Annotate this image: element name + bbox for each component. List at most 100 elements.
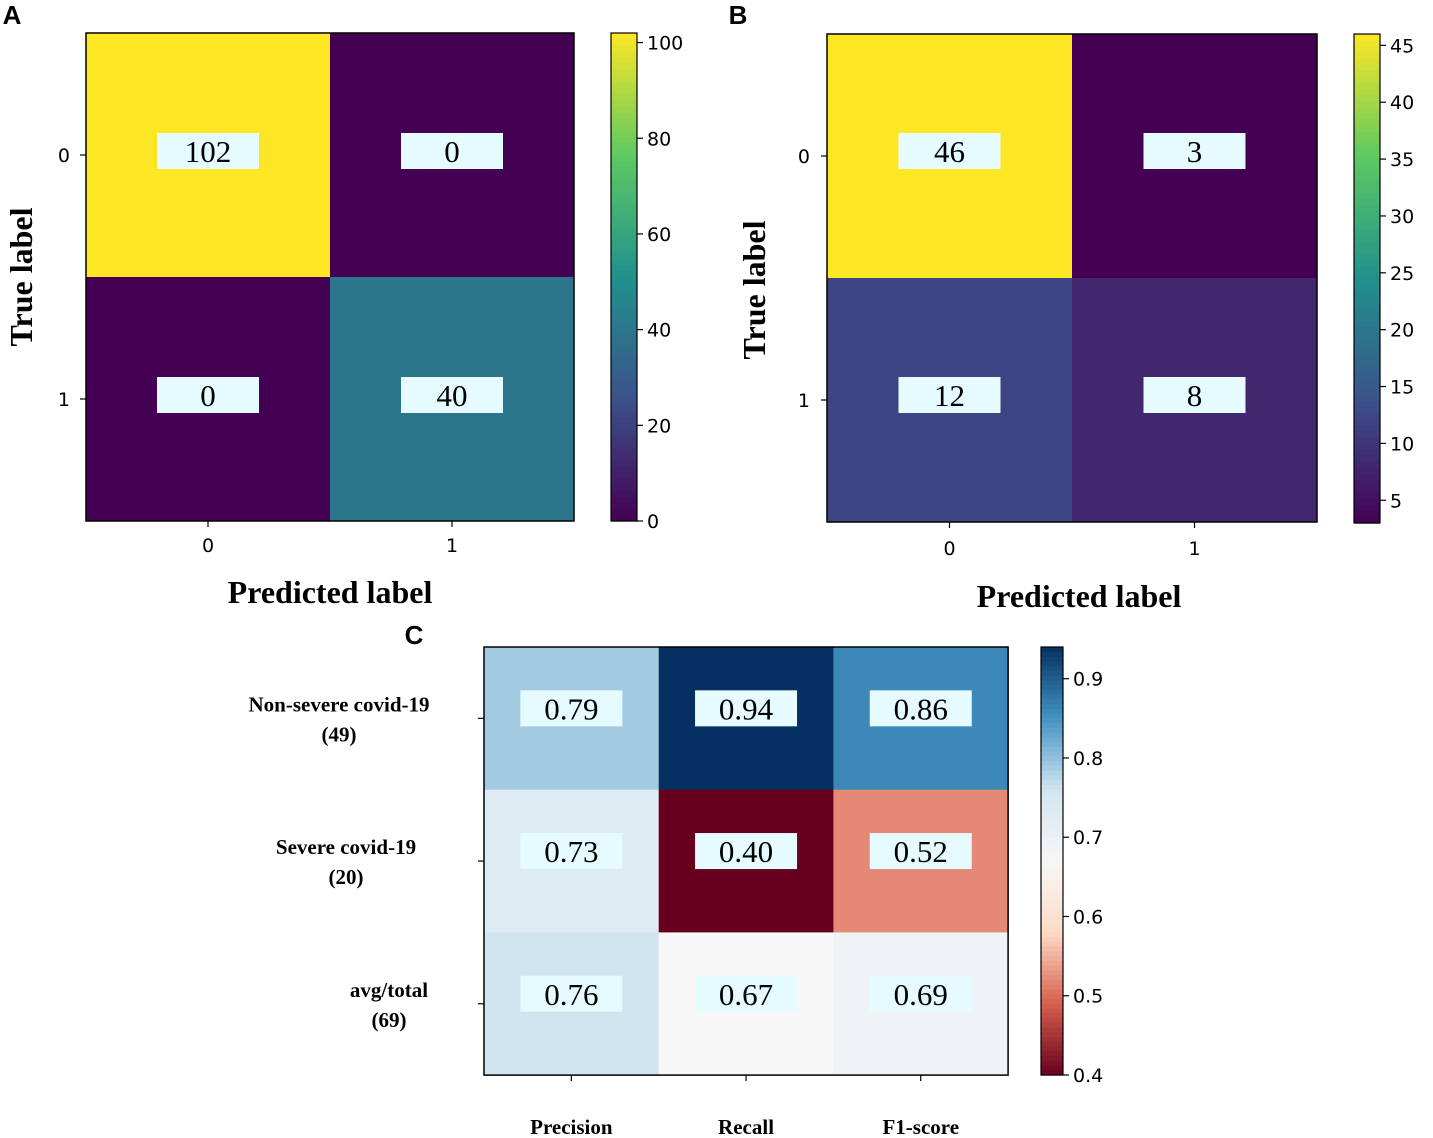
colorbar-segment — [611, 124, 637, 132]
colorbar-segment — [611, 338, 637, 345]
colorbar-segment — [611, 423, 637, 431]
colorbar-segment — [611, 441, 637, 449]
colorbar-segment — [1041, 975, 1063, 981]
colorbar-segment — [611, 435, 637, 443]
colorbar-segment — [1354, 235, 1380, 243]
colorbar-segment — [1354, 101, 1380, 108]
y-tick-label: 1 — [58, 389, 70, 411]
colorbar-segment — [1041, 822, 1063, 829]
colorbar-segment — [1041, 1022, 1063, 1029]
colorbar-segment — [1354, 211, 1380, 218]
colorbar-segment — [611, 246, 637, 254]
colorbar-segment — [1041, 704, 1063, 710]
colorbar-segment — [611, 100, 637, 107]
colorbar-segment — [1041, 1027, 1063, 1033]
cell-value-label: 8 — [1187, 378, 1203, 413]
colorbar-segment — [611, 325, 637, 333]
colorbar-segment — [1354, 64, 1380, 72]
colorbar-segment — [1354, 321, 1380, 328]
colorbar-tick-label: 100 — [647, 33, 683, 55]
colorbar-segment — [1354, 333, 1380, 341]
colorbar-segment — [1041, 1065, 1063, 1071]
colorbar-segment — [1354, 205, 1380, 212]
colorbar-segment — [1041, 708, 1063, 715]
colorbar-segment — [1041, 685, 1063, 691]
colorbar-segment — [1354, 425, 1380, 432]
y-tick-label: Non-severe covid-19 — [249, 692, 430, 716]
colorbar-segment — [1354, 46, 1380, 53]
colorbar-segment — [611, 112, 637, 119]
colorbar-segment — [611, 466, 637, 473]
colorbar-segment — [1354, 370, 1380, 377]
colorbar-segment — [1041, 670, 1063, 677]
y-axis-label: True label — [736, 220, 772, 359]
cell-label-box — [520, 690, 623, 727]
x-axis-label: Predicted label — [228, 574, 433, 610]
colorbar-segment — [1041, 875, 1063, 881]
cell-label-box — [695, 690, 798, 727]
cell-label-box — [401, 377, 503, 413]
colorbar-segment — [1041, 998, 1063, 1005]
panel-c: C 0.79 0.94 0.86 0.73 0.40 0.52 0.76 0.67 0.69 Pre… — [249, 620, 1104, 1138]
colorbar-segment — [1041, 718, 1063, 724]
colorbar-segment — [1041, 1017, 1063, 1024]
colorbar-segment — [611, 283, 637, 290]
y-tick-label: avg/total — [350, 978, 428, 1002]
colorbar-segment — [611, 417, 637, 424]
colorbar-segment — [611, 331, 637, 339]
colorbar-segment — [611, 75, 637, 83]
colorbar-segment — [1354, 272, 1380, 280]
cell-label-box — [1143, 133, 1246, 169]
colorbar-segment — [1354, 247, 1380, 255]
colorbar-segment — [1354, 40, 1380, 47]
colorbar-segment — [1354, 302, 1380, 310]
colorbar-segment — [1354, 95, 1380, 102]
colorbar-segment — [611, 429, 637, 437]
colorbar-segment — [611, 289, 637, 296]
colorbar-tick-label: 0.9 — [1073, 669, 1103, 691]
colorbar-segment — [1354, 82, 1380, 90]
colorbar-segment — [611, 277, 637, 284]
colorbar-segment — [1041, 656, 1063, 662]
colorbar-segment — [611, 411, 637, 418]
colorbar-segment — [1041, 799, 1063, 805]
cell-value-label: 0.86 — [894, 691, 948, 726]
cell-label-box — [869, 975, 972, 1012]
cell-value-label: 102 — [185, 134, 232, 169]
colorbar-segment — [1354, 260, 1380, 267]
colorbar-segment — [1354, 327, 1380, 335]
colorbar-segment — [611, 472, 637, 479]
colorbar-tick-label: 40 — [647, 320, 671, 342]
colorbar-segment — [1041, 994, 1063, 1000]
colorbar-segment — [611, 313, 637, 321]
colorbar-segment — [1354, 480, 1380, 487]
cell-value-label: 0.52 — [894, 834, 948, 869]
cell-label-box — [695, 975, 798, 1012]
colorbar-segment — [1354, 315, 1380, 322]
colorbar-segment — [1041, 775, 1063, 781]
colorbar-segment — [611, 39, 637, 46]
colorbar-segment — [1354, 174, 1380, 182]
colorbar-segment — [1354, 76, 1380, 84]
colorbar-segment — [1354, 162, 1380, 170]
colorbar-segment — [611, 87, 637, 95]
colorbar-segment — [611, 496, 637, 504]
colorbar-segment — [1041, 1060, 1063, 1067]
colorbar-segment — [1354, 309, 1380, 316]
colorbar-segment — [1041, 732, 1063, 738]
colorbar-segment — [1041, 989, 1063, 995]
colorbar-segment — [611, 209, 637, 217]
colorbar-segment — [1041, 780, 1063, 786]
colorbar-tick-label: 45 — [1390, 35, 1414, 57]
colorbar-segment — [1041, 647, 1063, 653]
colorbar-segment — [611, 368, 637, 376]
colorbar-segment — [1041, 1032, 1063, 1038]
colorbar-tick-label: 0.8 — [1073, 748, 1103, 770]
colorbar-segment — [1354, 107, 1380, 115]
colorbar-segment — [1354, 357, 1380, 365]
colorbar-segment — [611, 453, 637, 461]
colorbar-segment — [1041, 1003, 1063, 1010]
colorbar-segment — [1354, 461, 1380, 469]
colorbar-segment — [1041, 742, 1063, 748]
